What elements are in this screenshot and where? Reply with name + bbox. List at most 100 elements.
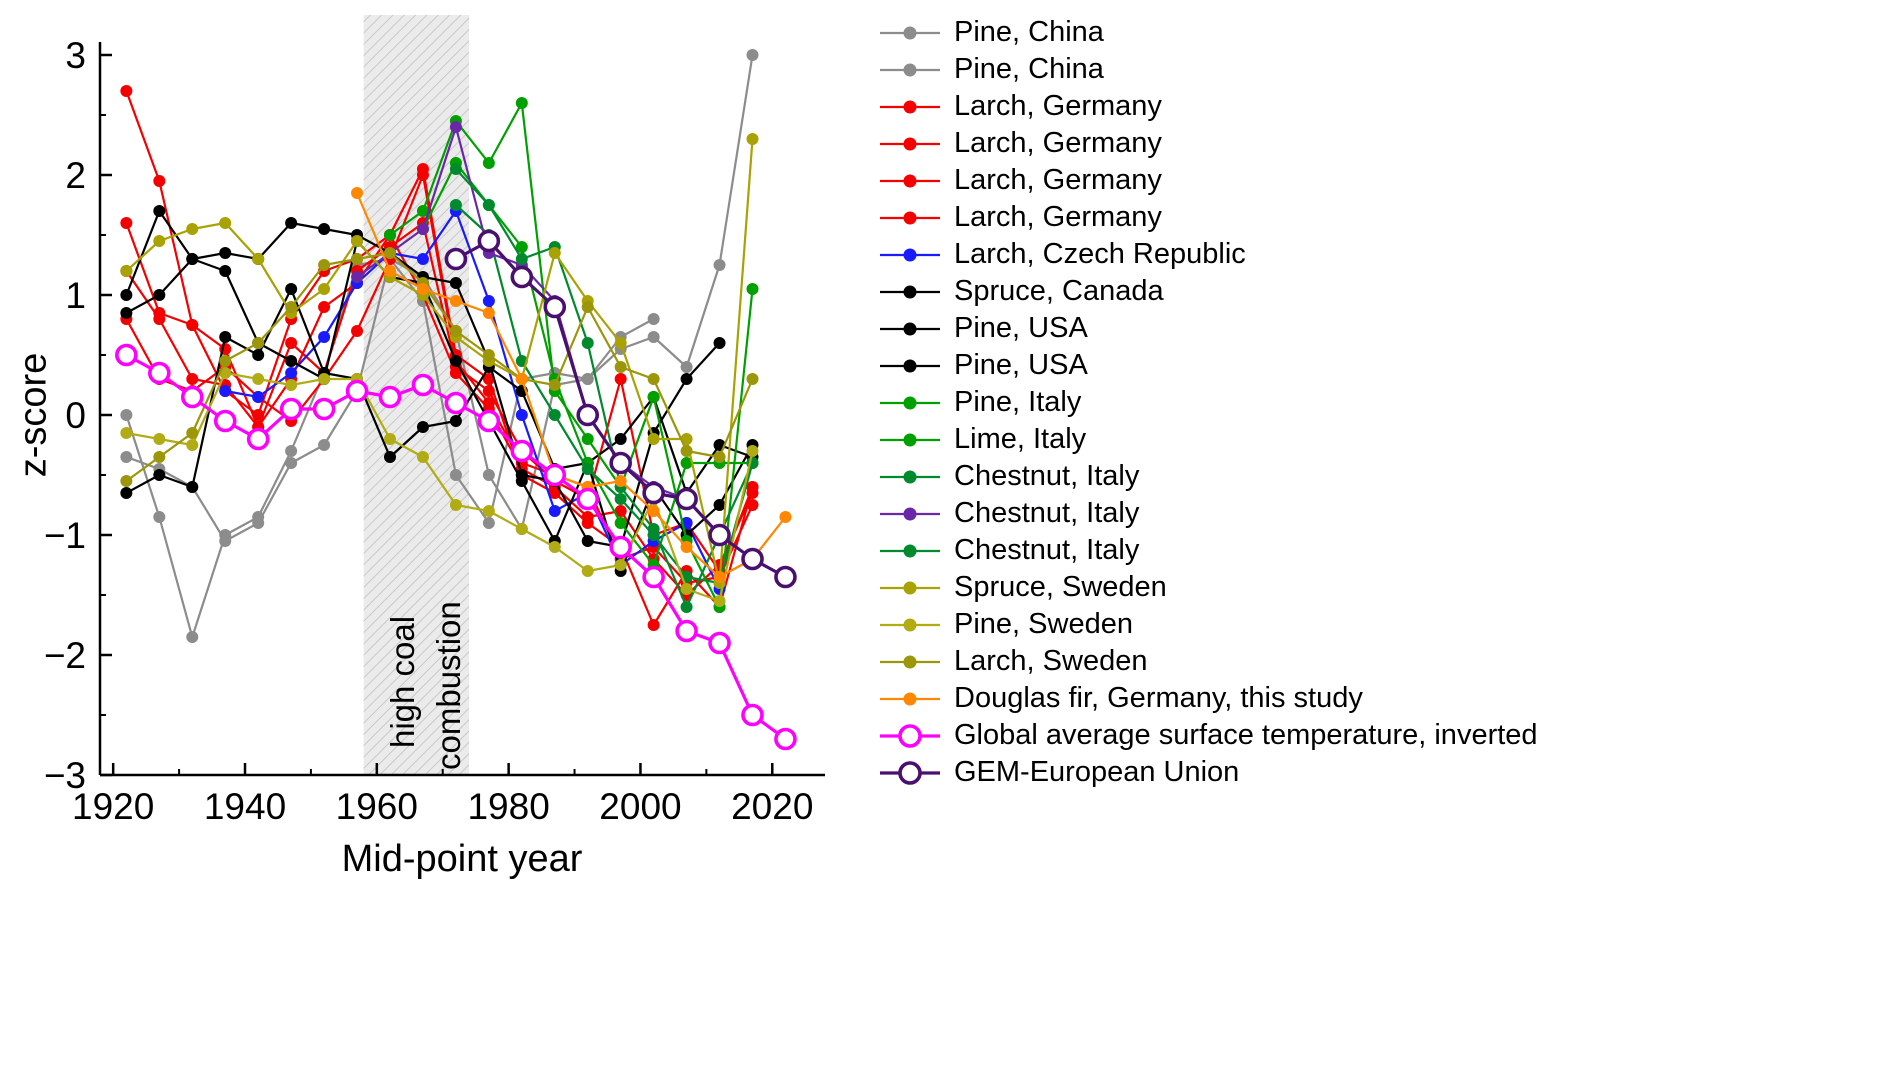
- legend-label: Spruce, Sweden: [954, 571, 1167, 603]
- y-tick-label: 3: [65, 35, 86, 76]
- legend-item: Pine, USA: [878, 347, 1538, 384]
- data-point: [614, 493, 627, 505]
- data-point: [153, 469, 166, 481]
- legend-item: Spruce, Canada: [878, 273, 1538, 310]
- data-point: [581, 337, 594, 349]
- data-point: [647, 505, 660, 517]
- data-point: [774, 727, 797, 751]
- y-tick-label: −1: [44, 515, 86, 556]
- legend-marker-icon: [880, 137, 940, 150]
- data-point: [614, 337, 627, 349]
- data-point: [741, 703, 764, 727]
- legend-marker-icon: [880, 544, 940, 557]
- data-point: [186, 631, 199, 643]
- data-point: [746, 49, 759, 61]
- y-tick-label: −3: [44, 755, 86, 796]
- legend-label: Lime, Italy: [954, 423, 1087, 455]
- legend-label: Larch, Czech Republic: [954, 238, 1246, 270]
- data-point: [219, 385, 232, 397]
- legend-marker-icon: [880, 359, 940, 372]
- data-point: [614, 373, 627, 385]
- data-point: [581, 463, 594, 475]
- data-point: [647, 331, 660, 343]
- series-line: [125, 287, 753, 495]
- data-point: [647, 523, 660, 535]
- data-point: [120, 409, 133, 421]
- data-point: [614, 433, 627, 445]
- legend-marker-icon: [880, 618, 940, 631]
- data-point: [285, 457, 298, 469]
- data-point: [576, 487, 600, 511]
- legend-label: Pine, USA: [954, 312, 1088, 344]
- data-point: [482, 349, 495, 361]
- data-point: [515, 475, 528, 487]
- data-point: [746, 445, 759, 457]
- data-point: [774, 565, 797, 589]
- legend-marker-icon: [880, 581, 940, 594]
- data-point: [318, 223, 331, 235]
- x-tick-label: 2000: [599, 786, 681, 827]
- data-point: [482, 373, 495, 385]
- data-point: [482, 307, 495, 319]
- chart-canvas: 1920 1940 1960 1980 2000 2020 −3 −2 −1 0 1 2 3: [44, 15, 825, 827]
- data-point: [416, 283, 429, 295]
- data-point: [449, 499, 462, 511]
- data-point: [444, 247, 468, 271]
- data-point: [581, 301, 594, 313]
- x-tick-label: 1960: [336, 786, 418, 827]
- data-point: [279, 397, 303, 421]
- data-point: [581, 511, 594, 523]
- data-point: [449, 277, 462, 289]
- legend-label: Pine, Italy: [954, 386, 1082, 418]
- data-point: [713, 595, 726, 607]
- data-point: [515, 97, 528, 109]
- data-point: [351, 235, 364, 247]
- legend-marker-icon: [880, 396, 940, 409]
- data-point: [219, 331, 232, 343]
- x-tick-label: 1940: [204, 786, 286, 827]
- data-point: [449, 469, 462, 481]
- data-point: [285, 217, 298, 229]
- legend-item: Pine, China: [878, 51, 1538, 88]
- series-line: [225, 209, 721, 590]
- legend-item: Chestnut, Italy: [878, 532, 1538, 569]
- data-point: [186, 373, 199, 385]
- legend-marker-icon: [880, 174, 940, 187]
- data-point: [252, 349, 265, 361]
- data-point: [449, 295, 462, 307]
- data-point: [285, 337, 298, 349]
- legend-marker-icon: [880, 760, 940, 785]
- data-point: [384, 229, 396, 241]
- legend-marker-icon: [880, 655, 940, 668]
- legend-item: Pine, Sweden: [878, 606, 1538, 643]
- y-tick-label: 0: [65, 395, 86, 436]
- data-point: [153, 289, 166, 301]
- data-point: [384, 265, 396, 277]
- legend-marker-icon: [880, 285, 940, 298]
- data-point: [153, 511, 166, 523]
- data-point: [351, 253, 364, 265]
- data-point: [680, 583, 693, 595]
- data-point: [543, 463, 567, 487]
- data-point: [411, 373, 435, 397]
- series-line: [125, 138, 754, 585]
- series-line: [455, 204, 754, 585]
- data-point: [219, 247, 232, 259]
- data-point: [416, 451, 429, 463]
- data-point: [746, 487, 759, 499]
- data-point: [515, 253, 528, 265]
- data-point: [318, 283, 331, 295]
- data-point: [510, 439, 534, 463]
- data-point: [120, 451, 133, 463]
- data-point: [153, 451, 166, 463]
- data-point: [318, 331, 331, 343]
- data-point: [482, 517, 495, 529]
- series-line: [455, 168, 754, 609]
- data-point: [642, 565, 665, 589]
- data-point: [186, 439, 199, 451]
- x-tick-label: 1920: [72, 786, 154, 827]
- data-point: [449, 355, 462, 367]
- legend-label: Chestnut, Italy: [954, 460, 1140, 492]
- data-point: [285, 367, 298, 379]
